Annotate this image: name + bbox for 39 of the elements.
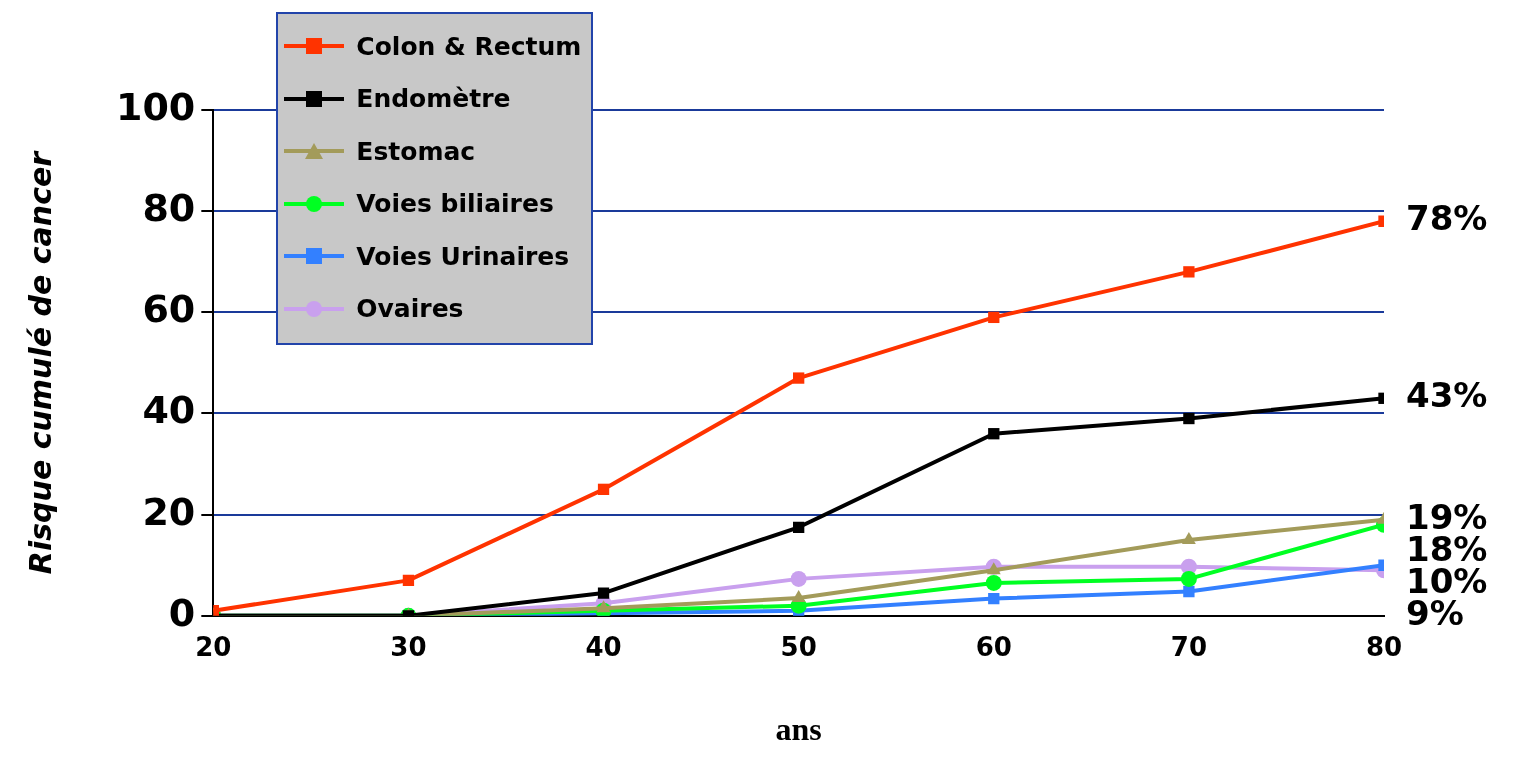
- x-tick-label: 80: [1365, 632, 1403, 663]
- point: [1183, 412, 1195, 425]
- y-tick-label: 80: [142, 186, 196, 231]
- point: [791, 590, 806, 603]
- point: [988, 592, 1000, 605]
- y-axis-title: Risque cumulé de cancer: [22, 151, 58, 575]
- x-tick-label: 30: [390, 632, 427, 663]
- point: [790, 570, 807, 587]
- point: [988, 428, 1000, 440]
- point: [597, 483, 610, 496]
- point: [986, 562, 1001, 575]
- y-tick-label: 100: [115, 84, 196, 129]
- point: [1183, 585, 1195, 598]
- y-tick-label: 40: [142, 388, 196, 433]
- point: [402, 574, 415, 587]
- point: [1180, 570, 1197, 587]
- x-tick-label: 60: [975, 632, 1012, 663]
- legend-label: Colon & Rectum: [356, 31, 582, 61]
- point: [597, 587, 610, 599]
- x-tick-label: 50: [780, 632, 817, 663]
- y-tick-label: 0: [168, 590, 196, 635]
- point: [988, 311, 1000, 324]
- legend-label: Endomètre: [356, 84, 511, 114]
- legend-label: Estomac: [356, 136, 476, 166]
- data-label: 78%: [1406, 198, 1488, 239]
- y-tick-label: 60: [142, 287, 196, 332]
- point: [793, 521, 805, 533]
- point: [793, 372, 805, 384]
- point: [985, 574, 1002, 591]
- legend-label: Ovaires: [356, 294, 464, 324]
- x-tick-label: 70: [1170, 632, 1207, 663]
- x-tick-label: 40: [585, 632, 622, 663]
- point: [1183, 266, 1195, 278]
- data-label: 43%: [1406, 375, 1488, 416]
- x-axis-title: ans: [775, 710, 822, 748]
- legend-label: Voies biliaires: [356, 189, 554, 219]
- x-tick-label: 20: [195, 632, 232, 663]
- y-tick-label: 20: [142, 489, 196, 534]
- legend-label: Voies Urinaires: [356, 241, 570, 271]
